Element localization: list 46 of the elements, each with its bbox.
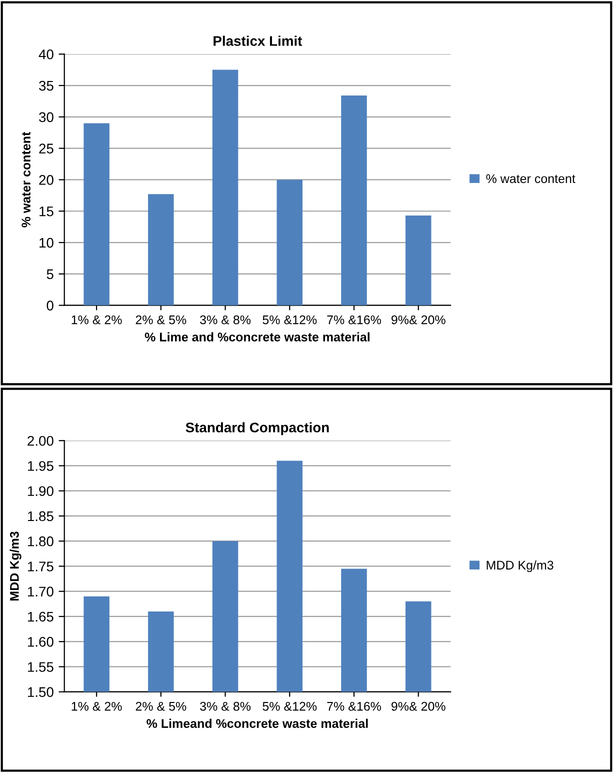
bar — [341, 96, 367, 306]
y-tick-label: 1.60 — [28, 636, 54, 647]
x-tick-label: 2% & 5% — [136, 702, 186, 711]
x-tick-label: 5% &12% — [262, 315, 317, 324]
y-tick-label: 0 — [46, 300, 54, 311]
x-tick-label: 9%& 20% — [392, 315, 446, 324]
x-tick-label: 1% & 2% — [72, 702, 122, 711]
x-axis-title: % Lime and %concrete waste material — [144, 332, 370, 342]
x-tick-label: 7% &16% — [327, 315, 382, 324]
y-tick-label: 40 — [38, 49, 54, 60]
bar — [406, 216, 432, 306]
y-tick-label: 1.55 — [28, 662, 54, 672]
y-tick-label: 1.90 — [28, 486, 54, 496]
y-tick-label: 1.70 — [28, 586, 54, 597]
bar — [148, 194, 174, 306]
y-tick-label: 1.85 — [28, 511, 54, 522]
bar — [276, 180, 303, 306]
y-tick-label: 1.65 — [28, 612, 54, 622]
y-tick-label: 20 — [39, 175, 54, 185]
legend-label: % water content — [486, 174, 576, 184]
x-tick-label: 2% & 5% — [136, 315, 186, 324]
x-tick-label: 3% & 8% — [200, 315, 251, 324]
y-tick-label: 1.75 — [28, 562, 54, 572]
x-tick-label: 5% &12% — [262, 702, 317, 711]
y-tick-label: 35 — [39, 80, 54, 91]
y-axis-title: % water content — [22, 132, 30, 228]
y-tick-label: 5 — [46, 269, 54, 280]
y-axis-title: MDD Kg/m3 — [10, 532, 22, 600]
x-tick-label: 3% & 8% — [200, 702, 251, 711]
x-axis-title: % Limeand %concrete waste material — [146, 718, 368, 728]
x-tick-label: 1% & 2% — [72, 315, 122, 324]
y-tick-label: 10 — [40, 238, 54, 248]
chart-title: Plasticx Limit — [214, 36, 302, 46]
y-tick-label: 25 — [39, 144, 54, 154]
bar — [212, 70, 238, 306]
y-tick-label: 30 — [39, 112, 54, 122]
x-tick-label: 7% &16% — [327, 702, 382, 711]
y-tick-label: 1.80 — [28, 536, 54, 546]
y-tick-label: 15 — [40, 206, 54, 216]
legend-label: MDD Kg/m3 — [486, 560, 554, 572]
y-tick-label: 1.95 — [28, 461, 54, 471]
y-tick-label: 1.50 — [28, 687, 54, 698]
chart-title: Standard Compaction — [186, 422, 329, 436]
x-tick-label: 9%& 20% — [392, 702, 446, 711]
bar — [84, 123, 110, 306]
y-tick-label: 2.00 — [28, 436, 54, 446]
